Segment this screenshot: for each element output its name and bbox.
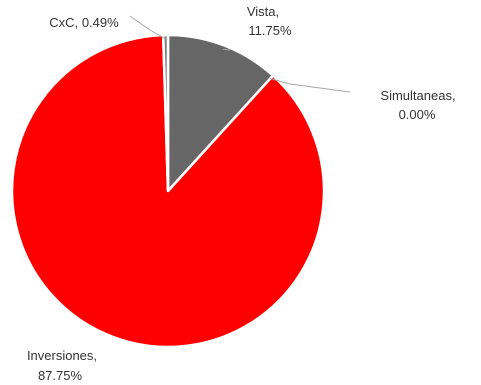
pie-slice-cxc bbox=[161, 33, 170, 193]
data-label-simultaneas-category: Simultaneas bbox=[380, 88, 452, 103]
data-labels: Vista, 11.75% Simultaneas, 0.00% Inversi… bbox=[27, 4, 456, 383]
leader-line-vista bbox=[222, 48, 231, 51]
leader-line-cxc bbox=[129, 15, 166, 40]
data-label-simultaneas-comma: , bbox=[452, 88, 456, 103]
data-label-vista-value: 11.75% bbox=[248, 23, 292, 38]
data-label-cxc-comma: , bbox=[75, 15, 82, 30]
data-label-simultaneas-value: 0.00% bbox=[399, 107, 436, 122]
data-label-inversiones-comma: , bbox=[93, 348, 97, 363]
data-label-inversiones-category: Inversiones bbox=[27, 348, 94, 363]
leader-lines bbox=[129, 15, 351, 93]
pie-slice-vista bbox=[166, 33, 275, 193]
data-label-cxc: CxC, 0.49% bbox=[49, 15, 119, 30]
data-label-cxc-value: 0.49% bbox=[82, 15, 119, 30]
data-label-inversiones: Inversiones, bbox=[27, 348, 97, 363]
data-label-inversiones-value: 87.75% bbox=[38, 368, 83, 383]
data-label-cxc-category: CxC bbox=[49, 15, 74, 30]
leader-line-simultaneas bbox=[270, 78, 351, 93]
data-label-simultaneas: Simultaneas, bbox=[380, 88, 455, 103]
data-label-vista: Vista, bbox=[247, 4, 279, 19]
data-label-vista-comma: , bbox=[276, 4, 280, 19]
pie-slices bbox=[10, 33, 326, 349]
data-label-vista-category: Vista bbox=[247, 4, 276, 19]
